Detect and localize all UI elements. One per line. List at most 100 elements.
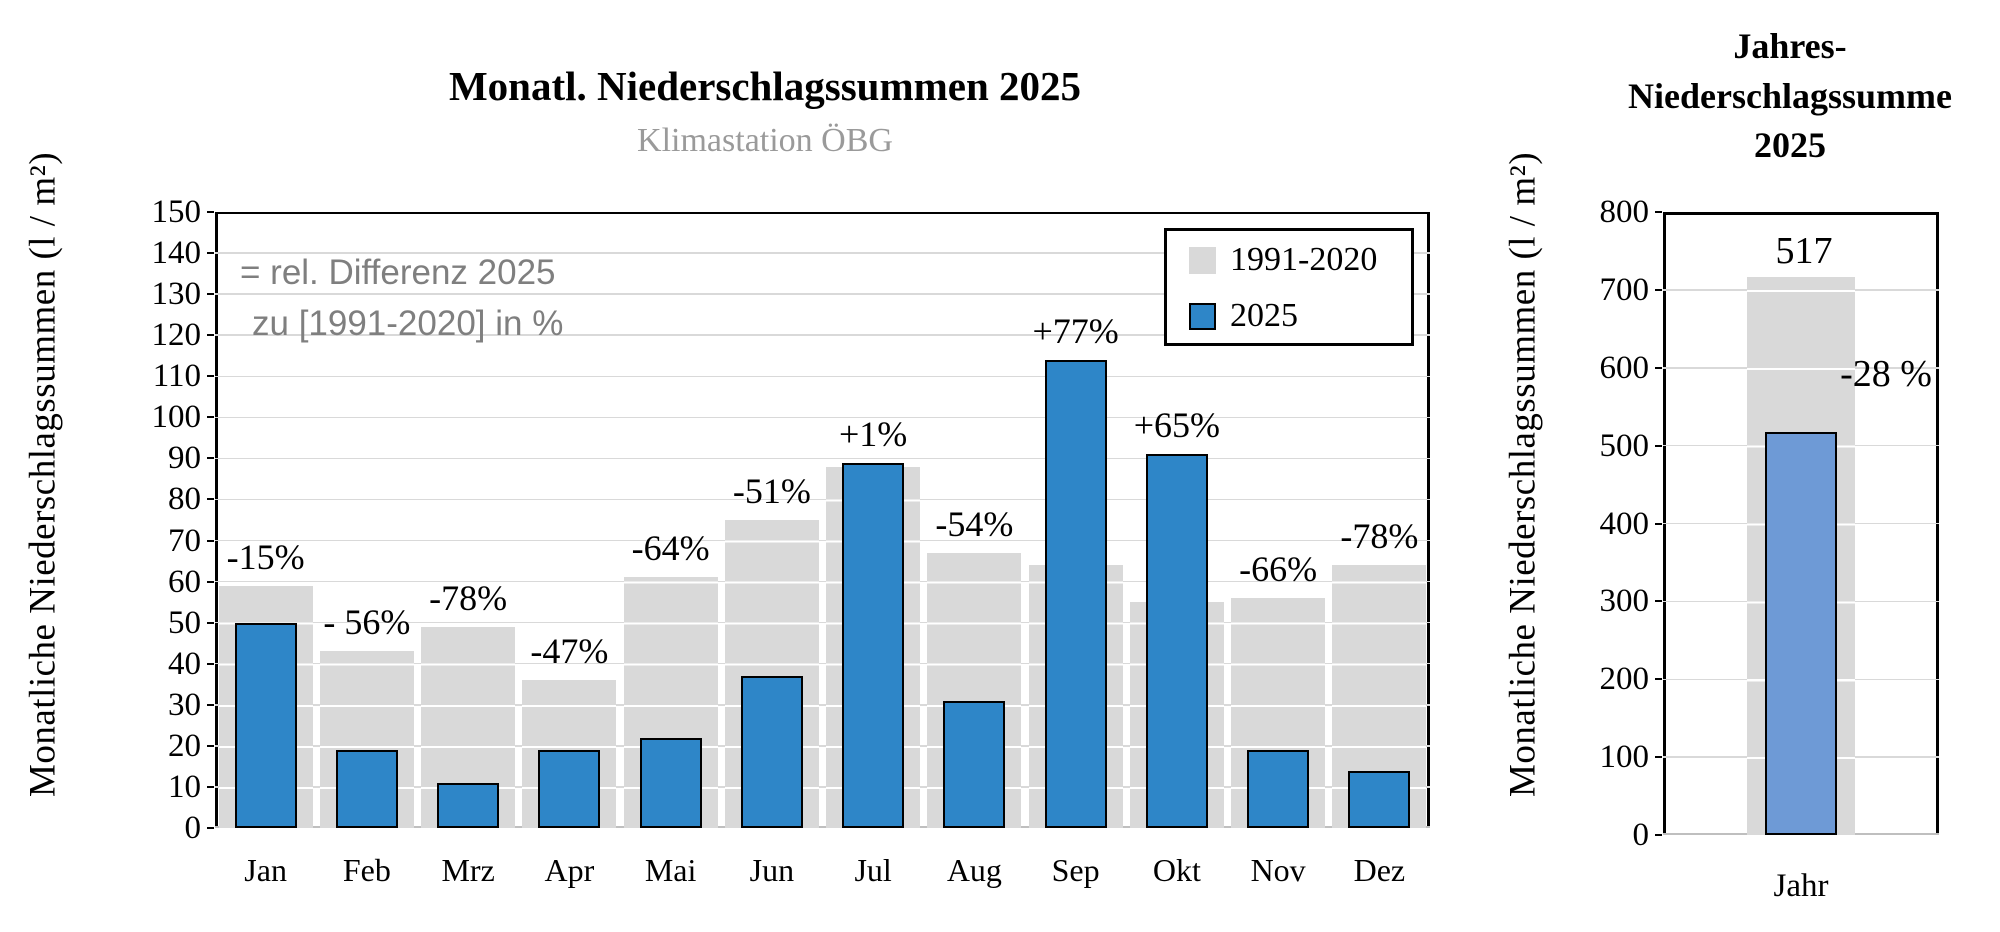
bar-2025-Jan bbox=[234, 622, 297, 828]
annotation-line-1: = rel. Differenz 2025 bbox=[240, 253, 556, 292]
bar-2025-Okt bbox=[1145, 454, 1208, 828]
gridline-140 bbox=[215, 252, 1430, 254]
y-tick-label-100: 100 bbox=[151, 399, 202, 436]
annual-total-value-label: 517 bbox=[1775, 230, 1833, 272]
y-tick-300 bbox=[1655, 600, 1662, 603]
pct-label-Okt: +65% bbox=[1133, 405, 1221, 446]
y-tick-40 bbox=[207, 662, 214, 665]
bar-2025-Dez bbox=[1348, 770, 1411, 828]
legend-swatch-2025 bbox=[1189, 302, 1216, 330]
y-tick-label-30: 30 bbox=[168, 686, 201, 723]
x-label-Aug: Aug bbox=[946, 852, 1002, 888]
y-tick-120 bbox=[207, 334, 214, 337]
y-tick-0 bbox=[1655, 834, 1662, 836]
y-tick-label-0: 0 bbox=[1632, 817, 1650, 853]
gridline-20 bbox=[215, 745, 1430, 747]
bar-2025-Jul bbox=[842, 462, 905, 828]
bar-2025-Jahr bbox=[1765, 432, 1837, 835]
gridline-90 bbox=[215, 457, 1430, 460]
x-label-Jul: Jul bbox=[854, 852, 892, 888]
y-tick-500 bbox=[1655, 444, 1662, 447]
pct-label-Apr: -47% bbox=[530, 631, 609, 672]
gridline-80 bbox=[215, 498, 1430, 501]
pct-label-Jun: -51% bbox=[732, 471, 811, 511]
pct-label-Nov: -66% bbox=[1239, 549, 1318, 590]
y-tick-50 bbox=[207, 621, 214, 624]
y-tick-label-600: 600 bbox=[1599, 349, 1650, 386]
y-tick-label-400: 400 bbox=[1599, 505, 1650, 542]
y-tick-0 bbox=[207, 827, 214, 829]
pct-label-Jan: -15% bbox=[226, 536, 305, 577]
y-tick-label-20: 20 bbox=[168, 727, 201, 764]
legend: 1991-2020 2025 bbox=[1164, 228, 1414, 346]
y-tick-200 bbox=[1655, 678, 1662, 681]
y-tick-label-10: 10 bbox=[168, 768, 201, 805]
pct-label-Mai: -64% bbox=[631, 528, 710, 569]
y-tick-label-500: 500 bbox=[1599, 427, 1650, 464]
pct-label-Jul: +1% bbox=[838, 413, 908, 454]
pct-label-Feb: - 56% bbox=[323, 602, 411, 643]
y-tick-100 bbox=[1655, 756, 1662, 759]
left-chart-title: Monatl. Niederschlagssummen 2025 bbox=[448, 63, 1082, 109]
y-tick-label-700: 700 bbox=[1599, 271, 1650, 308]
y-tick-700 bbox=[1655, 288, 1662, 291]
bar-2025-Aug bbox=[943, 700, 1006, 828]
y-tick-label-150: 150 bbox=[151, 194, 202, 230]
gridline-40 bbox=[215, 662, 1430, 665]
right-title-line-3: 2025 bbox=[1754, 125, 1826, 166]
y-tick-label-70: 70 bbox=[168, 522, 201, 559]
bar-1991-2020-Feb bbox=[319, 651, 414, 828]
y-tick-label-80: 80 bbox=[168, 481, 201, 518]
y-tick-130 bbox=[207, 293, 214, 296]
y-tick-label-130: 130 bbox=[151, 276, 202, 313]
legend-label-2025: 2025 bbox=[1230, 297, 1298, 334]
legend-item-reference: 1991-2020 bbox=[1167, 231, 1411, 289]
gridline-70 bbox=[215, 539, 1430, 542]
relative-difference-annotation: = rel. Differenz 2025 zu [1991-2020] in … bbox=[240, 248, 563, 350]
y-tick-label-90: 90 bbox=[168, 440, 201, 477]
legend-item-current: 2025 bbox=[1167, 289, 1411, 343]
annotation-line-2: zu [1991-2020] in % bbox=[252, 303, 564, 343]
y-tick-60 bbox=[207, 580, 214, 583]
gridline-10 bbox=[215, 786, 1430, 788]
y-tick-label-800: 800 bbox=[1599, 194, 1650, 230]
x-label-Apr: Apr bbox=[544, 852, 595, 888]
y-tick-label-110: 110 bbox=[152, 358, 201, 395]
annual-x-label: Jahr bbox=[1773, 868, 1829, 904]
monthly-chart-plot-area: = rel. Differenz 2025 zu [1991-2020] in … bbox=[215, 212, 1430, 828]
x-label-Dez: Dez bbox=[1353, 852, 1406, 888]
y-tick-label-60: 60 bbox=[168, 563, 201, 600]
pct-label-Aug: -54% bbox=[935, 503, 1014, 544]
y-tick-80 bbox=[207, 498, 214, 501]
y-tick-600 bbox=[1655, 366, 1662, 369]
gridline-100 bbox=[215, 416, 1430, 419]
pct-label-Mrz: -78% bbox=[429, 577, 508, 618]
x-label-Jun: Jun bbox=[749, 852, 795, 888]
bar-2025-Feb bbox=[335, 749, 398, 828]
x-label-Sep: Sep bbox=[1051, 852, 1100, 888]
pct-label-Dez: -78% bbox=[1340, 516, 1419, 557]
bar-2025-Sep bbox=[1044, 359, 1107, 828]
left-chart-subtitle: Klimastation ÖBG bbox=[637, 122, 893, 159]
y-tick-70 bbox=[207, 539, 214, 542]
y-tick-label-0: 0 bbox=[184, 810, 202, 846]
gridline-30 bbox=[215, 704, 1430, 706]
y-tick-label-200: 200 bbox=[1599, 661, 1650, 698]
x-label-Okt: Okt bbox=[1152, 852, 1201, 888]
left-y-axis-title: Monatliche Niederschlagssummen (l / m²) bbox=[22, 151, 64, 798]
y-tick-label-50: 50 bbox=[168, 604, 201, 641]
gridline-50 bbox=[215, 621, 1430, 624]
x-label-Jan: Jan bbox=[244, 852, 287, 888]
x-label-Mrz: Mrz bbox=[441, 852, 495, 888]
bar-2025-Apr bbox=[538, 749, 601, 828]
right-y-axis-title: Monatliche Niederschlagssummen (l / m²) bbox=[1502, 151, 1544, 798]
y-tick-100 bbox=[207, 416, 214, 419]
x-label-Nov: Nov bbox=[1250, 852, 1306, 888]
y-tick-label-40: 40 bbox=[168, 645, 201, 682]
gridline-120 bbox=[215, 334, 1430, 336]
y-tick-800 bbox=[1655, 211, 1662, 213]
y-tick-150 bbox=[207, 211, 214, 213]
y-tick-90 bbox=[207, 457, 214, 460]
y-tick-30 bbox=[207, 703, 214, 706]
